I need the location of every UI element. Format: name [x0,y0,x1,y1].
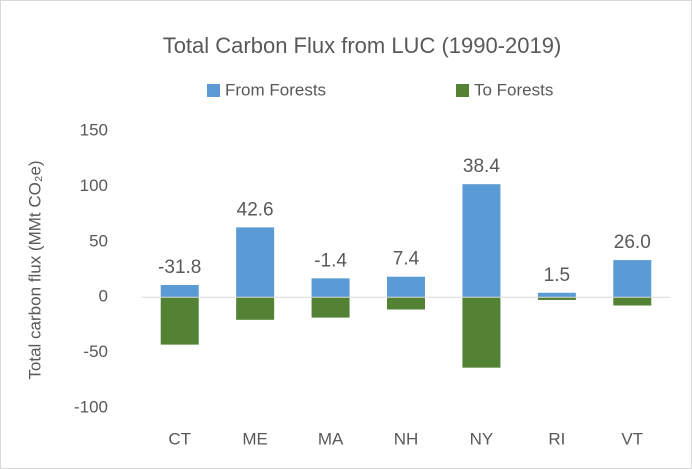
bar [537,297,576,300]
bar [236,297,275,320]
x-tick-label: RI [548,429,565,448]
bar [613,260,652,298]
bar [311,297,350,318]
data-label: 26.0 [614,232,651,253]
bar [613,297,652,306]
data-label: 38.4 [463,156,500,177]
y-tick-label: 150 [80,120,108,139]
x-tick-label: ME [242,429,268,448]
x-tick-label: NH [394,429,419,448]
data-label: -31.8 [158,257,201,278]
y-tick-label: 100 [80,176,108,195]
y-tick-label: 0 [99,287,108,306]
y-axis-label: Total carbon flux (MMt CO₂e) [25,160,44,379]
bar [311,278,350,298]
x-tick-label: MA [318,429,344,448]
data-label: 42.6 [237,199,274,220]
x-tick-label: CT [168,429,191,448]
bar [537,292,576,298]
bar [236,227,275,298]
bar [462,184,501,298]
bar [462,297,501,368]
data-label: -1.4 [314,250,347,271]
chart-title: Total Carbon Flux from LUC (1990-2019) [163,33,562,58]
bar [160,297,199,345]
bar [387,297,425,310]
x-tick-label: VT [621,429,643,448]
bar [387,276,425,298]
x-tick-label: NY [470,429,494,448]
data-label: 1.5 [544,265,570,286]
legend-swatch [207,84,220,97]
y-tick-label: -50 [83,342,108,361]
legend-label: From Forests [225,80,326,99]
y-tick-label: 50 [89,231,108,250]
legend-swatch [456,84,469,97]
bar [160,285,199,298]
y-tick-label: -100 [74,397,108,416]
data-label: 7.4 [393,249,420,270]
legend-label: To Forests [474,80,553,99]
